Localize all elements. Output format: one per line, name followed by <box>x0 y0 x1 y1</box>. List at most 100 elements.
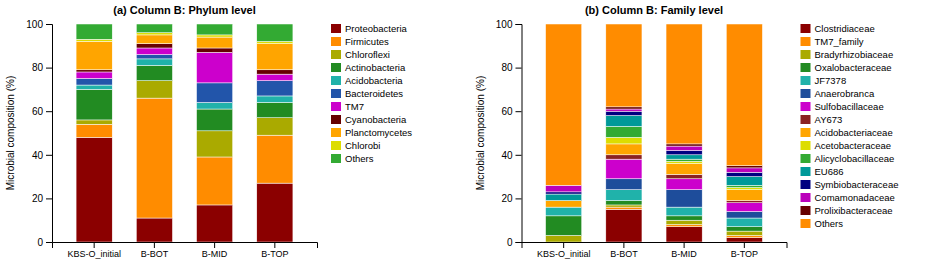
tick-label: 80 <box>501 62 513 73</box>
legend-item: Chlorobi <box>331 140 380 151</box>
tick-mark <box>46 155 52 156</box>
tick-label: B-MID <box>202 249 228 259</box>
bar-segment <box>197 102 233 109</box>
tick-label: 0 <box>507 237 513 248</box>
bar-segment <box>606 107 642 109</box>
bar-segment <box>197 48 233 52</box>
bar-segment <box>666 144 702 146</box>
bar-segment <box>546 216 582 236</box>
axis-line <box>53 243 318 249</box>
legend-item: Bradyrhizobiaceae <box>801 49 894 60</box>
legend-swatch <box>331 128 341 137</box>
legend-item: Cyanobacteria <box>331 114 407 125</box>
legend-swatch <box>801 24 811 33</box>
bar-segment <box>726 177 762 186</box>
legend-label: TM7_family <box>815 36 864 47</box>
bar-segment <box>666 24 702 144</box>
tick-mark <box>46 24 52 25</box>
legend-swatch <box>801 180 811 189</box>
legend-label: EU686 <box>815 166 844 177</box>
bar-segment <box>606 155 642 159</box>
bar-segment <box>666 227 702 242</box>
series <box>546 190 763 227</box>
legend-label: Oxalobacteraceae <box>815 62 892 73</box>
tick-label: 100 <box>26 19 43 30</box>
series <box>76 65 293 130</box>
tick-mark <box>563 242 564 248</box>
bar-segment <box>546 194 582 201</box>
legend-item: Planctomycetes <box>331 127 412 138</box>
tick-label: B-MID <box>671 249 697 259</box>
bar-segment <box>257 24 293 41</box>
series <box>76 81 293 157</box>
axis-line <box>46 25 53 243</box>
legend-item: Others <box>801 218 844 229</box>
legend-item: Sulfobacillaceae <box>801 101 884 112</box>
y-tick: 80 <box>501 62 521 73</box>
legend-swatch <box>331 37 341 46</box>
bar-segment <box>726 211 762 218</box>
tick-mark <box>94 242 95 248</box>
legend-swatch <box>801 193 811 202</box>
tick-label: KBS-O_initial <box>67 249 121 259</box>
tick-mark <box>516 198 522 199</box>
legend-swatch <box>331 89 341 98</box>
bar-segment <box>197 24 233 35</box>
legend-item: Symbiobacteraceae <box>801 179 899 190</box>
bar-segment <box>76 124 112 137</box>
series <box>606 159 763 211</box>
legend-label: Actinobacteria <box>345 62 406 73</box>
bar-segment <box>136 65 172 80</box>
bar-segment <box>257 102 293 117</box>
legend-swatch <box>801 128 811 137</box>
legend-swatch <box>801 154 811 163</box>
tick-mark <box>623 242 624 248</box>
bar-segment <box>136 35 172 44</box>
legend: ProteobacteriaFirmicutesChloroflexiActin… <box>331 23 412 164</box>
bar-segment <box>666 207 702 216</box>
legend-label: Comamonadaceae <box>815 192 895 203</box>
legend-swatch <box>801 167 811 176</box>
bar-segment <box>136 44 172 48</box>
bar-segment <box>546 201 582 208</box>
tick-label: 60 <box>32 106 44 117</box>
y-tick: 0 <box>37 237 52 248</box>
y-tick: 80 <box>32 62 52 73</box>
bar-segment <box>726 218 762 227</box>
legend-label: Prolixibacteraceae <box>815 205 893 216</box>
legend-swatch <box>331 141 341 150</box>
x-tick: B-TOP <box>731 242 758 259</box>
tick-label: 40 <box>501 150 513 161</box>
tick-mark <box>46 111 52 112</box>
bar-segment <box>606 205 642 207</box>
bar-segment <box>606 144 642 155</box>
legend-label: Planctomycetes <box>345 127 412 138</box>
y-tick: 60 <box>501 106 521 117</box>
bar-segment <box>666 164 702 175</box>
bar-segment <box>546 192 582 194</box>
legend-swatch <box>801 89 811 98</box>
bar-segment <box>197 83 233 103</box>
legend-swatch <box>801 50 811 59</box>
tick-label: B-BOT <box>141 249 169 259</box>
y-axis: 020406080100 <box>496 19 522 248</box>
legend-label: Bacteroidetes <box>345 88 403 99</box>
legend-swatch <box>801 115 811 124</box>
bar-segment <box>76 70 112 72</box>
legend-label: Others <box>345 153 374 164</box>
bar-segment <box>136 98 172 218</box>
bar-segment <box>546 207 582 216</box>
bar-segment <box>726 238 762 242</box>
legend-item: Comamonadaceae <box>801 192 895 203</box>
legend-item: Acidobacteria <box>331 75 403 86</box>
y-tick: 60 <box>32 106 52 117</box>
tick-label: B-BOT <box>610 249 638 259</box>
legend-swatch <box>331 102 341 111</box>
tick-mark <box>46 68 52 69</box>
legend-label: Others <box>815 218 844 229</box>
x-tick: KBS-O_initial <box>537 242 591 259</box>
series <box>546 24 763 185</box>
legend-label: Sulfobacillaceae <box>815 101 884 112</box>
legend-item: AY673 <box>801 114 843 125</box>
bar-segment <box>76 79 112 86</box>
